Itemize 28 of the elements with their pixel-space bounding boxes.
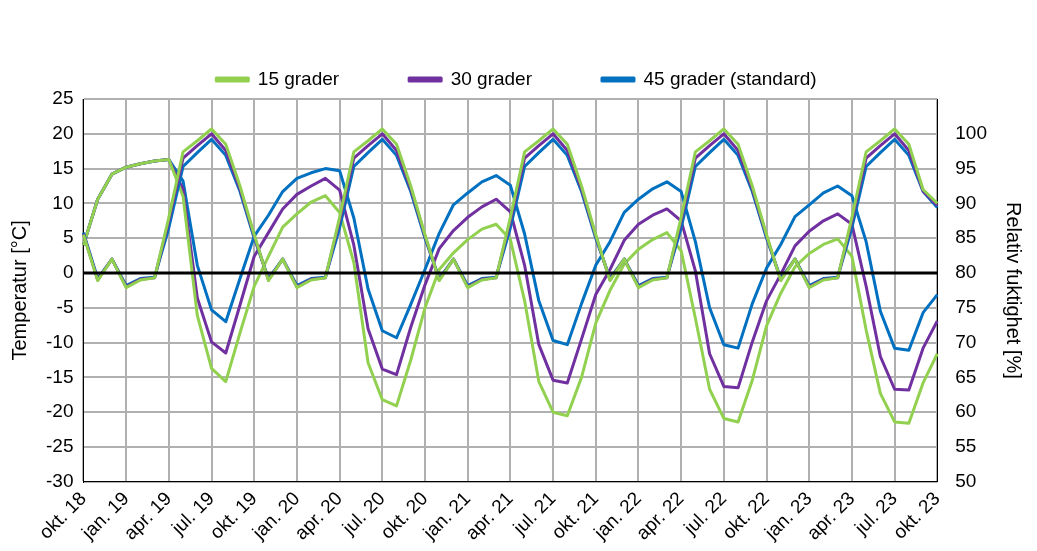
- y2-axis-title: Relativ fuktighet [%]: [1003, 202, 1026, 379]
- legend-label: 30 grader: [450, 67, 533, 89]
- y-tick-label: -15: [45, 365, 74, 387]
- y-axis-title: Temperatur [°C]: [7, 220, 30, 361]
- y-tick-label: -20: [45, 400, 74, 422]
- y-tick-label: 5: [62, 226, 74, 248]
- y2-tick-label: 100: [955, 122, 987, 144]
- y2-tick-label: 75: [955, 296, 977, 318]
- y2-tick-label: 95: [955, 156, 977, 178]
- y2-tick-label: 60: [955, 400, 977, 422]
- y2-tick-label: 50: [955, 470, 977, 492]
- y-tick-label: 20: [52, 122, 74, 144]
- y-tick-label: 25: [52, 87, 74, 109]
- y2-tick-label: 90: [955, 191, 977, 213]
- legend-label: 15 grader: [257, 67, 340, 89]
- legend-label: 45 grader (standard): [643, 67, 817, 89]
- y-tick-label: -10: [45, 330, 74, 352]
- y2-tick-label: 55: [955, 435, 977, 457]
- y-tick-label: -25: [45, 435, 74, 457]
- y2-tick-label: 70: [955, 330, 977, 352]
- y-tick-label: 0: [62, 261, 74, 283]
- y-tick-label: -5: [56, 296, 74, 318]
- y-tick-label: 15: [52, 156, 74, 178]
- y2-tick-label: 80: [955, 261, 977, 283]
- y2-tick-label: 85: [955, 226, 977, 248]
- y2-tick-label: 65: [955, 365, 977, 387]
- y-tick-label: 10: [52, 191, 74, 213]
- y-tick-label: -30: [45, 470, 74, 492]
